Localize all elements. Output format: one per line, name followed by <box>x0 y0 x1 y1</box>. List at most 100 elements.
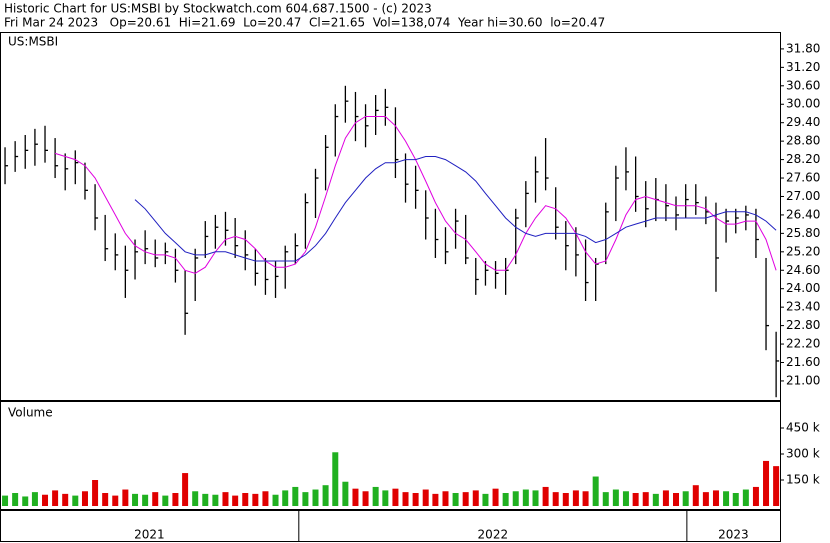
volume-bar <box>182 473 189 506</box>
y-tick-label: 23.40 <box>786 300 820 314</box>
volume-bar <box>242 493 249 506</box>
volume-bar <box>122 489 129 506</box>
y-tick-label: 21.00 <box>786 373 820 387</box>
price-panel <box>0 32 781 401</box>
volume-bar <box>422 489 429 506</box>
volume-bar <box>222 492 229 506</box>
y-tick-label: 300 k <box>786 447 820 461</box>
y-tick-label: 22.20 <box>786 337 820 351</box>
volume-bar <box>202 493 209 506</box>
volume-bar <box>592 476 599 506</box>
y-tick-label: 25.20 <box>786 244 820 258</box>
volume-bar <box>462 492 469 506</box>
y-tick-label: 29.40 <box>786 115 820 129</box>
y-tick-label: 21.60 <box>786 355 820 369</box>
volume-bar <box>152 492 159 506</box>
volume-bar <box>682 491 689 506</box>
volume-bar <box>432 493 439 506</box>
volume-bar <box>582 491 589 506</box>
volume-bar <box>2 495 9 506</box>
volume-panel-label: Volume <box>8 406 53 420</box>
x-tick-label: 2023 <box>718 528 749 542</box>
volume-bar <box>452 493 459 506</box>
volume-bar <box>552 492 559 506</box>
volume-bar <box>262 491 269 506</box>
volume-bar <box>773 466 780 506</box>
volume-bar <box>42 494 49 506</box>
y-tick-label: 27.60 <box>786 171 820 185</box>
volume-bar <box>12 493 19 506</box>
price-panel-label: US:MSBI <box>8 35 58 49</box>
volume-bar <box>632 493 639 506</box>
volume-bar <box>482 493 489 506</box>
volume-bar <box>362 491 369 506</box>
volume-bar <box>442 491 449 506</box>
volume-bar <box>112 495 119 506</box>
y-tick-label: 25.80 <box>786 226 820 240</box>
volume-bar <box>752 486 759 506</box>
x-tick-label: 2021 <box>134 528 165 542</box>
volume-bar <box>332 452 339 506</box>
y-tick-label: 150 k <box>786 473 820 487</box>
volume-bar <box>712 490 719 506</box>
volume-bar <box>92 480 99 506</box>
volume-bar <box>692 485 699 506</box>
volume-bar <box>232 495 239 506</box>
volume-bar <box>522 489 529 506</box>
moving-average <box>134 156 777 262</box>
volume-bar <box>642 492 649 506</box>
volume-bar <box>292 486 299 506</box>
volume-bar <box>142 494 149 506</box>
volume-bar <box>312 489 319 506</box>
volume-bar <box>602 492 609 506</box>
volume-bar <box>472 490 479 506</box>
volume-bar <box>72 495 79 506</box>
volume-bar <box>22 496 29 506</box>
volume-panel <box>0 401 781 510</box>
y-tick-label: 22.80 <box>786 318 820 332</box>
y-tick-label: 30.00 <box>786 97 820 111</box>
volume-bar <box>382 490 389 506</box>
volume-bar <box>322 485 329 506</box>
date-axis <box>0 510 781 542</box>
volume-bar <box>673 493 679 506</box>
volume-bar <box>352 488 359 506</box>
volume-bar <box>512 491 519 506</box>
volume-bar <box>81 491 88 506</box>
volume-bar <box>132 493 139 506</box>
volume-bar <box>162 495 169 506</box>
y-tick-label: 31.80 <box>786 41 820 55</box>
volume-bar <box>392 488 399 506</box>
volume-bar <box>763 460 770 506</box>
volume-bar <box>412 493 419 506</box>
volume-bar <box>542 486 549 506</box>
volume-bar <box>502 493 509 506</box>
volume-bar <box>612 489 619 506</box>
volume-bar <box>172 493 179 506</box>
y-tick-label: 31.20 <box>786 60 820 74</box>
volume-bar <box>62 493 69 506</box>
volume-bar <box>732 493 739 506</box>
volume-bar <box>192 491 199 506</box>
y-tick-label: 27.00 <box>786 189 820 203</box>
volume-bar <box>52 490 59 506</box>
volume-bar <box>402 492 409 506</box>
volume-bar <box>252 493 259 506</box>
chart-subtitle: Fri Mar 24 2023 Op=20.61 Hi=21.69 Lo=20.… <box>4 16 605 30</box>
chart-title: Historic Chart for US:MSBI by Stockwatch… <box>4 2 432 16</box>
volume-bar <box>372 486 379 506</box>
y-tick-label: 24.00 <box>786 281 820 295</box>
volume-bar <box>492 488 499 506</box>
y-tick-label: 26.40 <box>786 207 820 221</box>
volume-bar <box>652 493 659 506</box>
volume-bar <box>622 491 629 506</box>
y-tick-label: 28.80 <box>786 134 820 148</box>
y-tick-label: 30.60 <box>786 78 820 92</box>
volume-bar <box>31 492 38 506</box>
y-tick-label: 28.20 <box>786 152 820 166</box>
y-tick-label: 24.60 <box>786 263 820 277</box>
volume-bar <box>272 494 279 506</box>
volume-bar <box>572 490 579 506</box>
volume-bar <box>302 492 309 506</box>
